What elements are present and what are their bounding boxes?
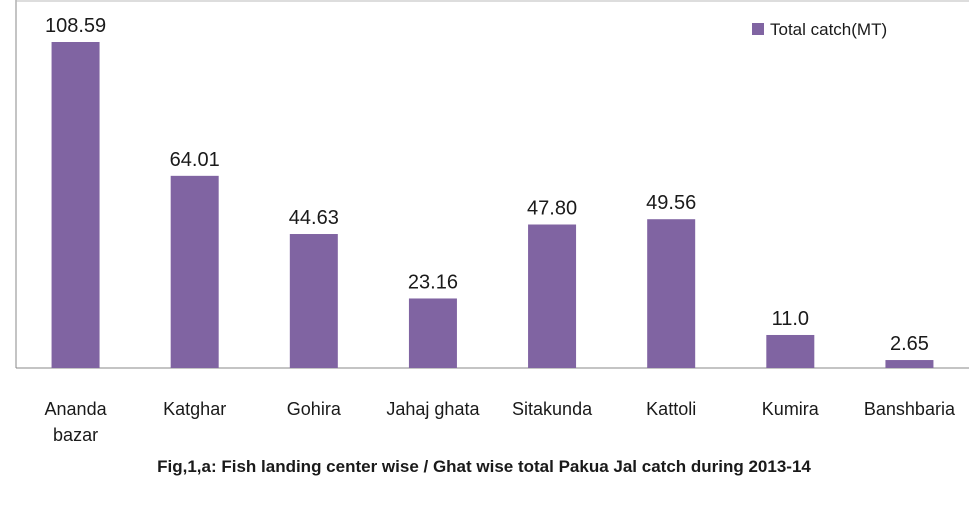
bar: [647, 219, 696, 368]
bar: [766, 334, 815, 368]
chart-title: Fig,1,a: Fish landing center wise / Ghat…: [157, 457, 811, 476]
value-label: 47.80: [527, 197, 577, 219]
x-tick-label: Kattoli: [646, 399, 697, 419]
x-tick-label: Gohira: [286, 399, 341, 419]
legend-swatch: [752, 23, 764, 35]
value-label: 23.16: [408, 271, 458, 293]
x-tick-label: Jahaj ghata: [386, 399, 480, 419]
bar: [528, 224, 577, 368]
x-tick-label: Kumira: [761, 399, 819, 419]
bar: [885, 360, 934, 368]
bar: [170, 175, 219, 368]
value-label: 108.59: [45, 15, 106, 37]
bar: [289, 234, 338, 368]
value-label: 11.0: [772, 308, 809, 330]
x-tick-label: Ananda bazar: [44, 399, 107, 445]
value-label: 2.65: [890, 333, 929, 355]
x-tick-label: Banshbaria: [863, 399, 955, 419]
x-tick-label: Katghar: [163, 399, 227, 419]
value-label: 49.56: [646, 192, 696, 214]
bar: [51, 42, 100, 368]
x-tick-label: Sitakunda: [512, 399, 593, 419]
legend-label: Total catch(MT): [770, 20, 887, 39]
value-label: 44.63: [289, 207, 339, 229]
bar: [408, 298, 457, 368]
value-label: 64.01: [170, 149, 220, 171]
